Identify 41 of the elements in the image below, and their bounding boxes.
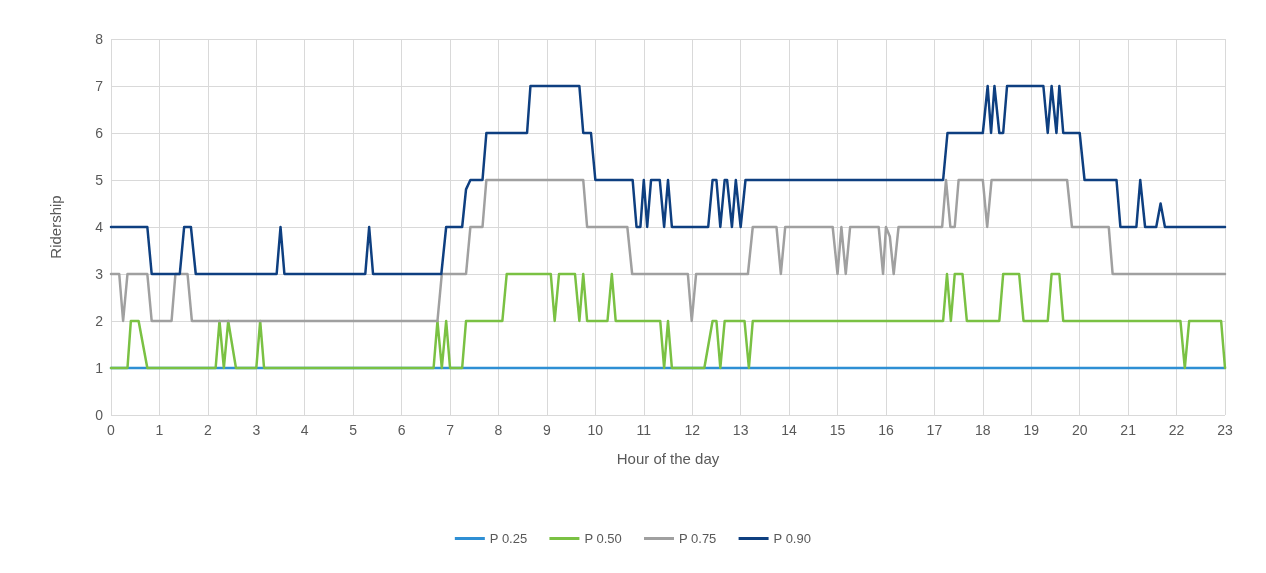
x-tick-label: 11: [636, 422, 652, 438]
x-tick-label: 8: [494, 422, 503, 438]
line-series: [109, 84, 1227, 276]
x-tick-label: 15: [829, 422, 846, 438]
x-axis-title: Hour of the day: [616, 450, 720, 467]
x-tick-label: 1: [155, 422, 164, 438]
x-tick-label: 4: [300, 422, 309, 438]
legend-label: P 0.90: [773, 531, 811, 546]
y-tick-label: 1: [95, 360, 104, 376]
x-tick-label: 10: [587, 422, 604, 438]
y-tick-label: 3: [95, 266, 104, 282]
x-tick-label: 13: [732, 422, 749, 438]
x-tick-label: 2: [203, 422, 212, 438]
x-tick-label: 7: [446, 422, 455, 438]
line-series: [109, 178, 1227, 323]
x-tick-label: 20: [1071, 422, 1088, 438]
legend-label: P 0.50: [584, 531, 622, 546]
legend-label: P 0.75: [679, 531, 717, 546]
y-tick-label: 0: [95, 407, 104, 423]
y-axis-title: Ridership: [47, 195, 64, 259]
x-tick-label: 14: [781, 422, 798, 438]
x-tick-label: 12: [684, 422, 701, 438]
x-tick-label: 6: [397, 422, 406, 438]
y-tick-label: 5: [95, 172, 104, 188]
x-tick-label: 19: [1023, 422, 1040, 438]
x-tick-label: 3: [252, 422, 261, 438]
x-tick-label: 0: [107, 422, 116, 438]
y-tick-label: 8: [95, 31, 104, 47]
legend-label: P 0.25: [489, 531, 528, 546]
x-tick-label: 22: [1168, 422, 1185, 438]
x-tick-label: 5: [349, 422, 358, 438]
x-tick-label: 16: [878, 422, 894, 438]
x-tick-label: 18: [975, 422, 991, 438]
y-tick-label: 7: [95, 78, 104, 94]
x-tick-label: 21: [1120, 422, 1137, 438]
x-tick-label: 23: [1217, 422, 1233, 438]
y-tick-label: 6: [95, 125, 104, 141]
x-tick-label: 17: [926, 422, 943, 438]
x-tick-label: 9: [543, 422, 552, 438]
y-tick-label: 4: [95, 219, 104, 235]
y-tick-label: 2: [95, 313, 104, 329]
